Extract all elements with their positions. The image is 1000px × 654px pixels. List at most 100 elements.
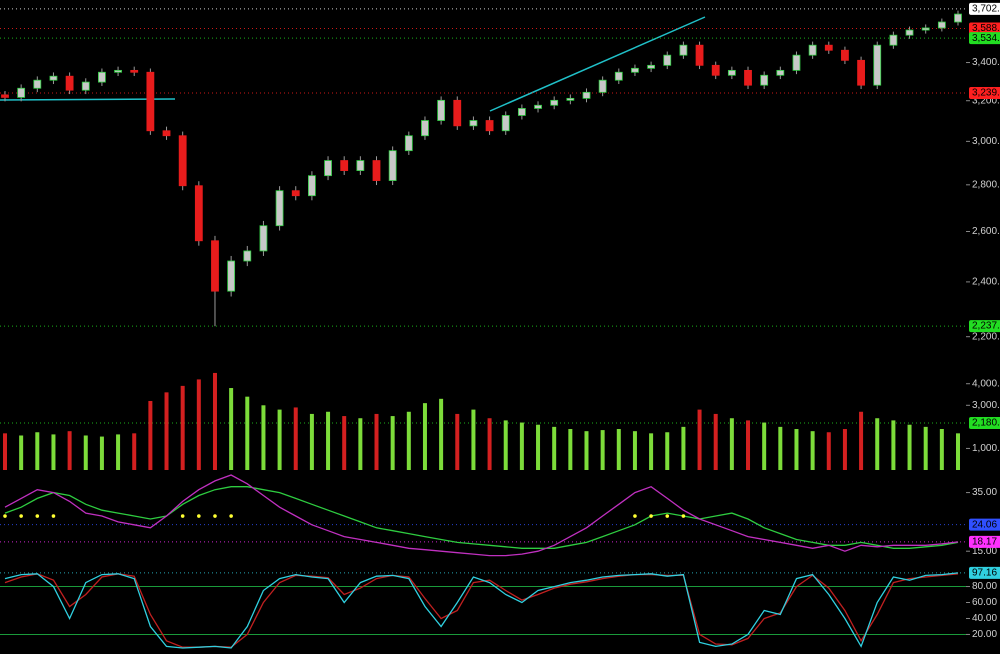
- value-tag: [969, 535, 1000, 548]
- volume-bar: [374, 413, 379, 470]
- volume-bar: [309, 413, 314, 470]
- value-tag-label: 2,180.1: [972, 418, 1000, 429]
- candle-body: [307, 175, 316, 197]
- volume-bar: [245, 396, 250, 470]
- y-tick-label: 40.00: [972, 613, 997, 624]
- volume-bar: [600, 430, 605, 470]
- signal-dot: [3, 514, 7, 518]
- value-tag-label: 18.17: [972, 537, 997, 548]
- volume-bar: [891, 420, 896, 470]
- candle-body: [356, 160, 365, 171]
- y-tick-label: 2,800.00: [972, 179, 1000, 190]
- value-tag: [969, 2, 1000, 15]
- volume-bar: [83, 435, 88, 470]
- volume-bar: [180, 385, 185, 470]
- candle-body: [760, 74, 769, 86]
- volume-bar: [342, 416, 347, 470]
- value-tag-label: 3,702.4: [972, 4, 1000, 15]
- volume-bar: [212, 372, 217, 470]
- volume-bar: [649, 433, 654, 470]
- candle-body: [17, 87, 26, 98]
- volume-bar: [697, 409, 702, 470]
- candle-body: [647, 64, 656, 69]
- candle-body: [81, 81, 90, 91]
- signal-dot: [681, 514, 686, 518]
- volume-bar: [713, 413, 718, 470]
- volume-bar: [132, 433, 137, 470]
- signal-dot: [35, 514, 40, 518]
- volume-bar: [261, 405, 266, 470]
- candle-body: [711, 64, 720, 76]
- candle-body: [921, 27, 930, 31]
- candle-body: [114, 69, 122, 73]
- candle-body: [178, 135, 187, 187]
- volume-bar: [3, 433, 7, 470]
- candle-body: [49, 75, 58, 81]
- value-tag: [969, 87, 1000, 99]
- signal-dot: [633, 514, 637, 518]
- volume-bar: [842, 429, 847, 470]
- y-tick-label: 4,000.00: [972, 378, 1000, 389]
- candle-body: [243, 250, 252, 262]
- indicator-line: [4, 474, 959, 557]
- y-tick-label: 35.00: [972, 487, 997, 498]
- volume-bar: [536, 424, 541, 470]
- volume-bar: [390, 416, 395, 470]
- volume-bar: [810, 431, 815, 470]
- value-tag-label: 3,239.5: [972, 88, 1000, 99]
- volume-bar: [519, 422, 524, 470]
- candle-body: [550, 99, 559, 106]
- volume-bar: [632, 431, 637, 470]
- volume-bar: [681, 426, 686, 470]
- candle-body: [695, 44, 704, 66]
- volume-bar: [503, 420, 508, 470]
- candle-body: [517, 108, 526, 116]
- volume-bar: [552, 426, 557, 470]
- candle-body: [404, 135, 413, 152]
- candle-body: [388, 150, 397, 181]
- volume-bar: [51, 434, 56, 470]
- volume-bar: [665, 432, 670, 470]
- value-tag-label: 97.16: [972, 567, 997, 578]
- signal-dot: [197, 514, 201, 518]
- volume-bar: [196, 379, 201, 470]
- y-tick-label: 15.00: [972, 546, 997, 557]
- signal-dot: [649, 514, 653, 518]
- volume-bar: [277, 409, 282, 470]
- value-tag: [969, 416, 1000, 429]
- value-tag: [969, 566, 1000, 579]
- candle-body: [744, 69, 752, 86]
- candle-body: [954, 13, 962, 23]
- candle-body: [727, 69, 736, 76]
- candle-body: [227, 260, 236, 292]
- y-tick-label: 2,400.00: [972, 277, 1000, 288]
- candle-body: [291, 190, 300, 197]
- volume-bar: [471, 409, 476, 470]
- value-tag: [969, 518, 1000, 531]
- candle-body: [808, 44, 817, 56]
- candle-body: [324, 160, 332, 177]
- y-tick-label: 20.00: [972, 629, 997, 640]
- candle-body: [857, 59, 865, 86]
- volume-bar: [584, 431, 589, 470]
- candle-body: [340, 160, 349, 171]
- trendline: [489, 16, 706, 112]
- candle-body: [469, 120, 478, 127]
- volume-bar: [164, 392, 169, 470]
- volume-bar: [406, 411, 411, 470]
- candle-body: [98, 71, 106, 83]
- candle-body: [372, 160, 381, 181]
- candle-body: [937, 21, 946, 29]
- volume-bar: [794, 429, 799, 470]
- value-tag: [969, 22, 1000, 35]
- candle-body: [33, 79, 42, 89]
- volume-bar: [116, 434, 121, 470]
- volume-bar: [923, 426, 928, 470]
- value-tag: [969, 32, 1000, 45]
- value-tag: [969, 320, 1000, 333]
- volume-bar: [326, 411, 331, 470]
- volume-bar: [746, 420, 751, 470]
- y-tick-label: 2,600.00: [972, 226, 1000, 237]
- candle-body: [162, 130, 171, 137]
